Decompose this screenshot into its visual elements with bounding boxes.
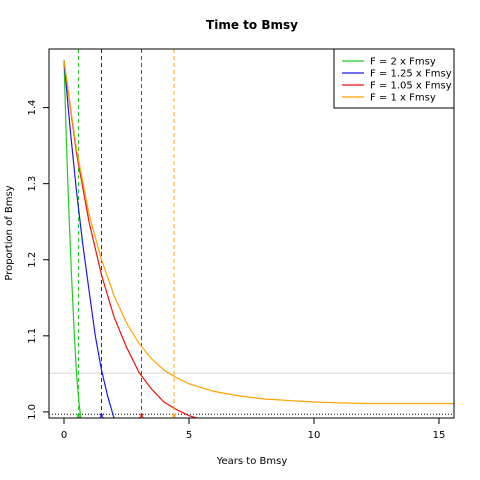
marker-x-f-1-25-x-fmsy: [99, 413, 104, 418]
series-line-f-1-25-x-fmsy: [63, 60, 115, 418]
marker-x-stroke-b: [76, 413, 81, 418]
y-tick-label: 1.1: [27, 328, 38, 344]
legend-label-f-1-05-x-fmsy: F = 1.05 x Fmsy: [370, 81, 452, 92]
x-axis: 0 5 10 15: [61, 418, 446, 441]
x-tick-label: 0: [61, 430, 67, 441]
y-tick-label: 1.2: [27, 252, 38, 268]
marker-x-stroke-b: [171, 413, 177, 418]
marker-x-f-2-x-fmsy: [76, 413, 81, 418]
legend-label-f-1-x-fmsy: F = 1 x Fmsy: [370, 93, 436, 104]
x-tick-label: 5: [186, 430, 192, 441]
marker-x-stroke-b: [139, 413, 144, 418]
plot-frame: [48, 48, 455, 419]
x-tick-label: 15: [433, 430, 446, 441]
series-line-f-1-x-fmsy: [63, 60, 454, 405]
y-tick-label: 1.3: [27, 176, 38, 192]
y-axis-label: Proportion of Bmsy: [4, 185, 15, 280]
y-tick-label: 1.0: [27, 404, 38, 420]
y-tick-label: 1.4: [27, 100, 38, 116]
marker-x-f-1-05-x-fmsy: [139, 413, 144, 418]
x-axis-label: Years to Bmsy: [216, 456, 288, 467]
marker-x-f-1-x-fmsy: [171, 413, 177, 418]
x-tick-label: 10: [308, 430, 321, 441]
plot-area: [49, 49, 454, 418]
marker-x-stroke-b: [99, 413, 104, 418]
y-axis: 1.0 1.1 1.2 1.3 1.4: [27, 100, 49, 420]
legend-label-f-2-x-fmsy: F = 2 x Fmsy: [370, 57, 436, 68]
chart-title: Time to Bmsy: [206, 18, 298, 32]
series-line-f-1-05-x-fmsy: [63, 60, 197, 418]
legend-label-f-1-25-x-fmsy: F = 1.25 x Fmsy: [370, 69, 452, 80]
legend-box: [333, 48, 455, 109]
series-line-f-2-x-fmsy: [63, 60, 82, 418]
